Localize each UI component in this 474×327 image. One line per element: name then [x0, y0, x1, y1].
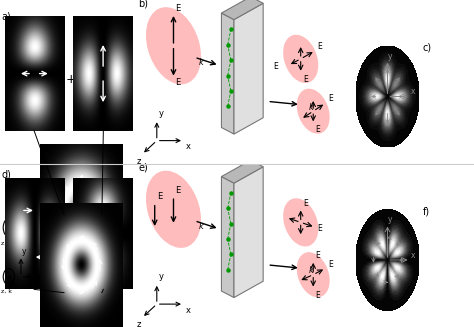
Text: x: x — [186, 306, 191, 315]
Text: x: x — [36, 223, 41, 232]
Text: z: z — [137, 157, 141, 165]
Text: z: z — [137, 320, 141, 327]
Polygon shape — [221, 0, 263, 20]
Text: k: k — [309, 266, 314, 275]
Ellipse shape — [146, 171, 201, 248]
Text: E: E — [303, 199, 308, 208]
Ellipse shape — [297, 252, 330, 297]
Text: y: y — [388, 215, 392, 224]
Text: d): d) — [1, 170, 11, 180]
Text: c): c) — [423, 43, 432, 53]
Text: E: E — [318, 42, 322, 51]
Polygon shape — [221, 177, 234, 298]
Text: k: k — [199, 222, 203, 231]
Ellipse shape — [283, 198, 318, 247]
Text: E: E — [175, 78, 181, 87]
Text: E: E — [318, 224, 322, 232]
Text: +: + — [66, 73, 76, 86]
Text: f): f) — [423, 206, 430, 216]
Text: E: E — [315, 126, 320, 134]
Polygon shape — [221, 13, 234, 134]
Text: x: x — [186, 142, 191, 151]
Text: z, k: z, k — [1, 289, 12, 294]
Text: y: y — [22, 248, 26, 256]
Ellipse shape — [283, 35, 318, 83]
Polygon shape — [221, 160, 263, 183]
Text: E: E — [315, 291, 320, 300]
Text: y: y — [159, 272, 164, 281]
Text: x: x — [411, 87, 416, 96]
Polygon shape — [234, 3, 263, 134]
Text: k: k — [199, 59, 203, 67]
Text: E: E — [175, 5, 181, 13]
Text: E: E — [328, 260, 333, 268]
Text: y: y — [22, 196, 26, 205]
Polygon shape — [234, 167, 263, 298]
Text: z, k: z, k — [1, 241, 12, 246]
Text: x: x — [36, 272, 41, 281]
Text: E: E — [273, 62, 278, 71]
Ellipse shape — [146, 7, 201, 84]
Text: y: y — [159, 109, 164, 118]
Text: e): e) — [138, 162, 148, 172]
Text: k: k — [309, 103, 314, 112]
Ellipse shape — [297, 89, 330, 134]
Text: y: y — [388, 52, 392, 61]
Text: b): b) — [138, 0, 148, 9]
Text: E: E — [303, 75, 308, 84]
Text: E: E — [175, 186, 181, 195]
Text: x: x — [411, 251, 416, 260]
Text: E: E — [157, 193, 162, 201]
Text: E: E — [315, 251, 320, 260]
Text: E: E — [328, 95, 333, 103]
Text: +: + — [66, 233, 76, 246]
Text: a): a) — [1, 11, 11, 21]
